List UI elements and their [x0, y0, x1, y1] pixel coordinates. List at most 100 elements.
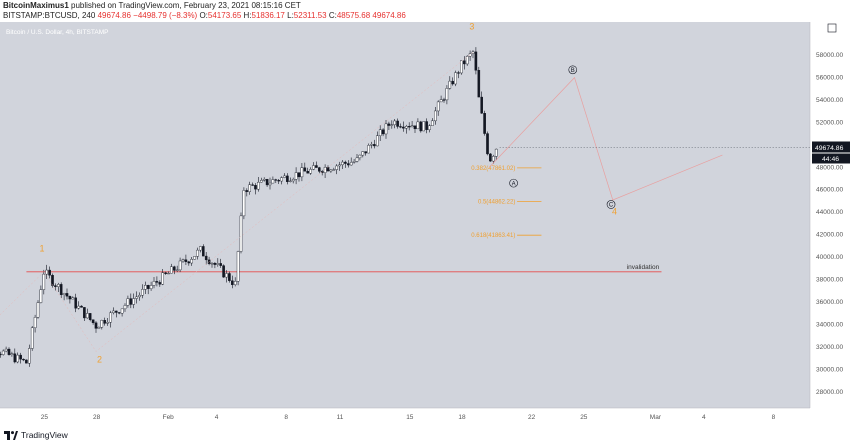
candle-body	[228, 273, 231, 281]
candle-body	[65, 293, 69, 297]
price-chart[interactable]: 58000.0056000.0054000.0052000.0050000.00…	[0, 21, 850, 424]
candle-body	[126, 298, 130, 306]
candle-body	[77, 305, 80, 309]
candle-body	[10, 353, 14, 355]
candle-body	[471, 51, 475, 54]
candle-body	[33, 317, 37, 329]
wave-label: 3	[469, 22, 474, 31]
x-tick-label: 11	[337, 414, 344, 421]
last-price-badge	[812, 141, 850, 153]
candle-body	[233, 281, 237, 285]
candle-body	[161, 272, 165, 285]
abc-circle	[509, 178, 518, 188]
candle-body	[248, 184, 252, 192]
x-tick-label: 8	[284, 414, 288, 421]
brand-name: TradingView	[21, 430, 68, 440]
candle-body	[257, 181, 260, 190]
candle-body	[309, 169, 312, 174]
candle-body	[306, 171, 310, 174]
fib-label: 0.5(44862.22)	[478, 200, 515, 206]
candle-body	[225, 273, 228, 278]
candle-body	[13, 353, 17, 363]
candle-body	[175, 269, 179, 271]
candle-body	[80, 305, 83, 308]
candle-body	[97, 327, 101, 329]
candle-body	[62, 293, 66, 295]
candle-body	[468, 53, 472, 57]
candle-body	[213, 263, 217, 265]
candle-body	[376, 135, 379, 147]
fib-label: 0.618(41863.41)	[471, 233, 515, 239]
candle-body	[187, 261, 191, 264]
tradingview-logo[interactable]: TradingView	[4, 430, 68, 440]
last-price-label: 49674.86	[815, 145, 844, 152]
y-tick-label: 52000.00	[816, 119, 843, 126]
candle-body	[239, 215, 243, 252]
candle-body	[19, 354, 22, 360]
candle-body	[51, 275, 54, 286]
candle-body	[445, 88, 449, 101]
candle-body	[393, 120, 397, 125]
candle-body	[59, 284, 63, 295]
candle-body	[297, 172, 301, 178]
candle-body	[164, 272, 167, 274]
candle-body	[268, 182, 272, 186]
candle-body	[172, 266, 176, 271]
candle-body	[152, 281, 156, 286]
y-tick-label: 54000.00	[816, 97, 843, 104]
open-label: O:	[199, 11, 208, 20]
price-axis-background	[810, 22, 850, 424]
candle-body	[419, 121, 423, 132]
candle-body	[85, 313, 89, 319]
y-tick-label: 48000.00	[816, 164, 843, 171]
abc-circle	[606, 200, 616, 209]
abc-label: B	[571, 68, 575, 74]
publish-line: BitcoinMaximus1 published on TradingView…	[3, 1, 301, 10]
candle-body	[277, 180, 281, 182]
candle-body	[4, 348, 8, 352]
x-tick-label: 22	[528, 414, 536, 421]
candle-body	[36, 302, 40, 318]
candle-body	[135, 296, 138, 299]
candle-body	[170, 266, 173, 274]
candle-body	[387, 123, 391, 126]
x-tick-label: 28	[93, 414, 101, 421]
candle-body	[399, 126, 402, 128]
candle-body	[413, 125, 417, 130]
close-extra: 49674.86	[372, 11, 406, 20]
candle-body	[364, 151, 368, 154]
candle-body	[196, 249, 199, 257]
candle-body	[251, 184, 254, 186]
candle-body	[112, 310, 115, 314]
candle-body	[402, 126, 405, 129]
candle-body	[48, 269, 51, 276]
candle-body	[7, 348, 11, 355]
x-tick-label: 25	[580, 414, 588, 421]
author-name[interactable]: BitcoinMaximus1	[3, 1, 69, 10]
candle-body	[193, 256, 196, 260]
candle-body	[117, 312, 121, 314]
candle-body	[315, 165, 318, 168]
plot-background	[0, 22, 810, 408]
symbol-line: BITSTAMP:BTCUSD, 240 49674.86 −4498.79 (…	[3, 11, 406, 20]
chart-header: BitcoinMaximus1 published on TradingView…	[0, 0, 850, 22]
candle-body	[109, 312, 112, 323]
x-tick-label: Mar	[650, 414, 662, 421]
chart-svg[interactable]: 58000.0056000.0054000.0052000.0050000.00…	[0, 21, 850, 424]
candle-body	[91, 319, 95, 324]
candle-body	[381, 129, 385, 135]
projection-path	[488, 76, 723, 201]
candle-body	[289, 180, 292, 182]
candle-body	[181, 259, 185, 262]
candle-body	[347, 163, 350, 166]
candle-body	[54, 285, 57, 287]
candle-body	[265, 179, 269, 186]
wave-label: 2	[97, 355, 102, 365]
candle-body	[271, 179, 275, 184]
candle-body	[434, 110, 437, 122]
candle-body	[384, 123, 388, 135]
candle-body	[486, 133, 489, 155]
candle-body	[57, 284, 60, 287]
candle-body	[22, 358, 25, 361]
candle-body	[425, 121, 428, 130]
